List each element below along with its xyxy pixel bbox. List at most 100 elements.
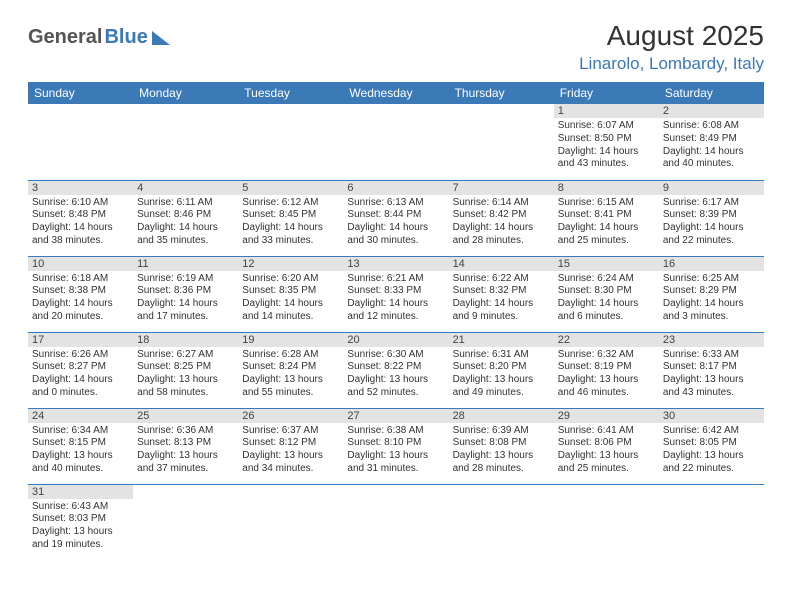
- weekday-header: Friday: [554, 82, 659, 104]
- daylight-text: Daylight: 14 hours and 9 minutes.: [453, 298, 550, 324]
- calendar-day-cell: 4Sunrise: 6:11 AMSunset: 8:46 PMDaylight…: [133, 180, 238, 256]
- day-details: Sunrise: 6:21 AMSunset: 8:33 PMDaylight:…: [343, 271, 448, 326]
- day-details: Sunrise: 6:24 AMSunset: 8:30 PMDaylight:…: [554, 271, 659, 326]
- daylight-text: Daylight: 14 hours and 17 minutes.: [137, 298, 234, 324]
- day-number: 8: [554, 181, 659, 195]
- calendar-day-cell: 9Sunrise: 6:17 AMSunset: 8:39 PMDaylight…: [659, 180, 764, 256]
- sunrise-text: Sunrise: 6:41 AM: [558, 425, 655, 438]
- calendar-day-cell: 24Sunrise: 6:34 AMSunset: 8:15 PMDayligh…: [28, 408, 133, 484]
- logo: GeneralBlue: [28, 26, 170, 49]
- daylight-text: Daylight: 13 hours and 40 minutes.: [32, 450, 129, 476]
- weekday-header-row: Sunday Monday Tuesday Wednesday Thursday…: [28, 82, 764, 104]
- sunset-text: Sunset: 8:12 PM: [242, 437, 339, 450]
- sunrise-text: Sunrise: 6:26 AM: [32, 349, 129, 362]
- calendar-day-cell: 16Sunrise: 6:25 AMSunset: 8:29 PMDayligh…: [659, 256, 764, 332]
- logo-text-blue: Blue: [104, 26, 147, 49]
- calendar-week-row: 31Sunrise: 6:43 AMSunset: 8:03 PMDayligh…: [28, 484, 764, 560]
- sunrise-text: Sunrise: 6:36 AM: [137, 425, 234, 438]
- sunset-text: Sunset: 8:06 PM: [558, 437, 655, 450]
- sunset-text: Sunset: 8:15 PM: [32, 437, 129, 450]
- calendar-day-cell: 12Sunrise: 6:20 AMSunset: 8:35 PMDayligh…: [238, 256, 343, 332]
- day-number: 21: [449, 333, 554, 347]
- weekday-header: Wednesday: [343, 82, 448, 104]
- day-details: Sunrise: 6:31 AMSunset: 8:20 PMDaylight:…: [449, 347, 554, 402]
- day-details: Sunrise: 6:32 AMSunset: 8:19 PMDaylight:…: [554, 347, 659, 402]
- sunset-text: Sunset: 8:46 PM: [137, 209, 234, 222]
- day-details: Sunrise: 6:28 AMSunset: 8:24 PMDaylight:…: [238, 347, 343, 402]
- calendar-day-cell: [133, 484, 238, 560]
- daylight-text: Daylight: 14 hours and 22 minutes.: [663, 222, 760, 248]
- day-details: Sunrise: 6:19 AMSunset: 8:36 PMDaylight:…: [133, 271, 238, 326]
- calendar-day-cell: [133, 104, 238, 180]
- sunrise-text: Sunrise: 6:42 AM: [663, 425, 760, 438]
- day-number: 5: [238, 181, 343, 195]
- logo-triangle-icon: [152, 31, 170, 45]
- month-title: August 2025: [579, 20, 764, 52]
- sunrise-text: Sunrise: 6:27 AM: [137, 349, 234, 362]
- daylight-text: Daylight: 13 hours and 43 minutes.: [663, 374, 760, 400]
- sunset-text: Sunset: 8:25 PM: [137, 361, 234, 374]
- calendar-week-row: 24Sunrise: 6:34 AMSunset: 8:15 PMDayligh…: [28, 408, 764, 484]
- day-details: Sunrise: 6:42 AMSunset: 8:05 PMDaylight:…: [659, 423, 764, 478]
- calendar-day-cell: 27Sunrise: 6:38 AMSunset: 8:10 PMDayligh…: [343, 408, 448, 484]
- day-number: 30: [659, 409, 764, 423]
- day-details: Sunrise: 6:13 AMSunset: 8:44 PMDaylight:…: [343, 195, 448, 250]
- sunrise-text: Sunrise: 6:33 AM: [663, 349, 760, 362]
- daylight-text: Daylight: 14 hours and 30 minutes.: [347, 222, 444, 248]
- calendar-day-cell: [554, 484, 659, 560]
- sunrise-text: Sunrise: 6:20 AM: [242, 273, 339, 286]
- sunrise-text: Sunrise: 6:14 AM: [453, 197, 550, 210]
- day-details: Sunrise: 6:34 AMSunset: 8:15 PMDaylight:…: [28, 423, 133, 478]
- calendar-day-cell: 13Sunrise: 6:21 AMSunset: 8:33 PMDayligh…: [343, 256, 448, 332]
- sunset-text: Sunset: 8:27 PM: [32, 361, 129, 374]
- day-number: 11: [133, 257, 238, 271]
- daylight-text: Daylight: 13 hours and 25 minutes.: [558, 450, 655, 476]
- day-details: Sunrise: 6:17 AMSunset: 8:39 PMDaylight:…: [659, 195, 764, 250]
- day-number: 23: [659, 333, 764, 347]
- day-number: 6: [343, 181, 448, 195]
- daylight-text: Daylight: 14 hours and 3 minutes.: [663, 298, 760, 324]
- daylight-text: Daylight: 14 hours and 43 minutes.: [558, 146, 655, 172]
- day-number: 24: [28, 409, 133, 423]
- calendar-day-cell: 23 Sunrise: 6:33 AMSunset: 8:17 PMDayligh…: [659, 332, 764, 408]
- day-number: 29: [554, 409, 659, 423]
- sunrise-text: Sunrise: 6:37 AM: [242, 425, 339, 438]
- calendar-day-cell: 29Sunrise: 6:41 AMSunset: 8:06 PMDayligh…: [554, 408, 659, 484]
- day-number: 14: [449, 257, 554, 271]
- sunrise-text: Sunrise: 6:21 AM: [347, 273, 444, 286]
- sunrise-text: Sunrise: 6:13 AM: [347, 197, 444, 210]
- sunset-text: Sunset: 8:17 PM: [663, 361, 760, 374]
- page-header: GeneralBlue August 2025 Linarolo, Lombar…: [28, 20, 764, 74]
- day-details: Sunrise: 6:14 AMSunset: 8:42 PMDaylight:…: [449, 195, 554, 250]
- sunset-text: Sunset: 8:48 PM: [32, 209, 129, 222]
- day-details: Sunrise: 6:15 AMSunset: 8:41 PMDaylight:…: [554, 195, 659, 250]
- sunrise-text: Sunrise: 6:15 AM: [558, 197, 655, 210]
- sunset-text: Sunset: 8:36 PM: [137, 285, 234, 298]
- weekday-header: Saturday: [659, 82, 764, 104]
- day-details: Sunrise: 6:38 AMSunset: 8:10 PMDaylight:…: [343, 423, 448, 478]
- day-details: Sunrise: 6:41 AMSunset: 8:06 PMDaylight:…: [554, 423, 659, 478]
- day-number: 1: [554, 104, 659, 118]
- sunrise-text: Sunrise: 6:10 AM: [32, 197, 129, 210]
- sunset-text: Sunset: 8:19 PM: [558, 361, 655, 374]
- daylight-text: Daylight: 13 hours and 31 minutes.: [347, 450, 444, 476]
- calendar-day-cell: 20Sunrise: 6:30 AMSunset: 8:22 PMDayligh…: [343, 332, 448, 408]
- calendar-day-cell: 22Sunrise: 6:32 AMSunset: 8:19 PMDayligh…: [554, 332, 659, 408]
- sunset-text: Sunset: 8:20 PM: [453, 361, 550, 374]
- sunrise-text: Sunrise: 6:39 AM: [453, 425, 550, 438]
- calendar-day-cell: 19Sunrise: 6:28 AMSunset: 8:24 PMDayligh…: [238, 332, 343, 408]
- day-number: 26: [238, 409, 343, 423]
- sunset-text: Sunset: 8:30 PM: [558, 285, 655, 298]
- sunrise-text: Sunrise: 6:12 AM: [242, 197, 339, 210]
- day-number: 22: [554, 333, 659, 347]
- sunset-text: Sunset: 8:50 PM: [558, 133, 655, 146]
- sunset-text: Sunset: 8:33 PM: [347, 285, 444, 298]
- day-number: 18: [133, 333, 238, 347]
- sunset-text: Sunset: 8:41 PM: [558, 209, 655, 222]
- day-details: Sunrise: 6:26 AMSunset: 8:27 PMDaylight:…: [28, 347, 133, 402]
- sunrise-text: Sunrise: 6:19 AM: [137, 273, 234, 286]
- calendar-day-cell: 26Sunrise: 6:37 AMSunset: 8:12 PMDayligh…: [238, 408, 343, 484]
- calendar-day-cell: [238, 484, 343, 560]
- sunset-text: Sunset: 8:29 PM: [663, 285, 760, 298]
- day-details: Sunrise: 6:12 AMSunset: 8:45 PMDaylight:…: [238, 195, 343, 250]
